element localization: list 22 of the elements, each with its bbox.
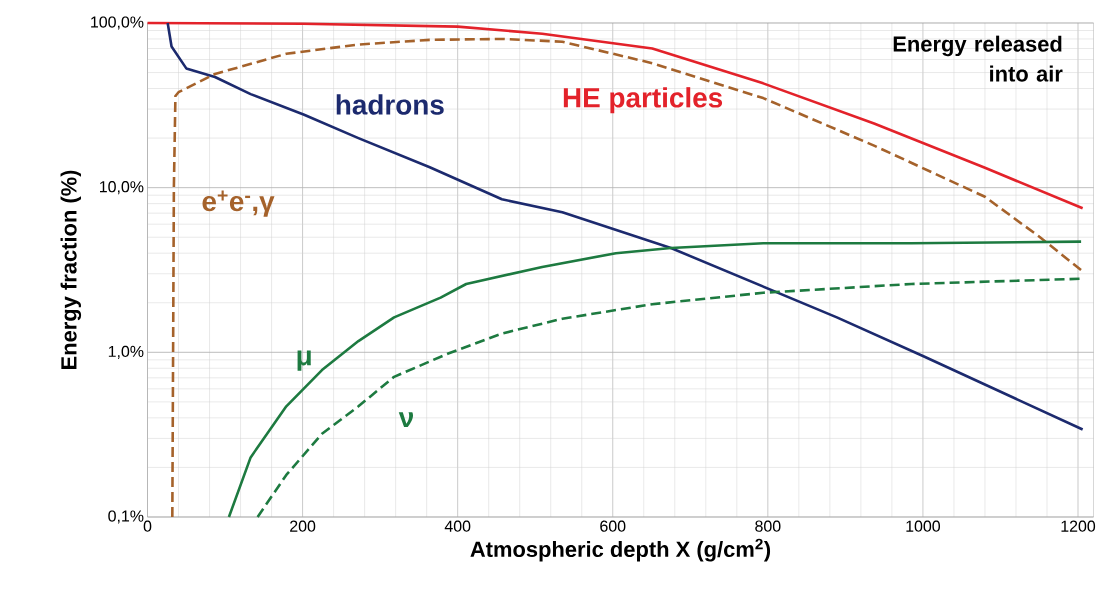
x-tick-label: 400 xyxy=(444,520,471,532)
line-series xyxy=(227,240,1083,519)
y-axis-title: Energy fraction (%) xyxy=(60,170,82,369)
x-tick-label: 200 xyxy=(290,520,316,532)
series-label: μ xyxy=(297,350,311,371)
line-series xyxy=(166,21,1084,431)
x-tick-label: 600 xyxy=(600,520,626,532)
y-tick-label: 1,0% xyxy=(108,345,144,359)
y-tick-label: 0,1% xyxy=(108,510,144,524)
y-tick-label: 100,0% xyxy=(91,16,144,30)
series-label: HE particles xyxy=(563,87,723,114)
line-series xyxy=(171,37,1084,519)
series-label: ν xyxy=(398,412,414,428)
x-tick-label: 800 xyxy=(755,520,781,532)
x-tick-label: 1000 xyxy=(906,520,941,532)
x-tick-label: 0 xyxy=(143,520,152,532)
y-tick-label: 10,0% xyxy=(100,181,144,195)
series-label: hadrons xyxy=(336,94,444,115)
series-label: e$^{+}$e$^{-}$,γ xyxy=(202,190,275,217)
annotation: Energy released into air xyxy=(893,35,1063,82)
x-tick-label: 1200 xyxy=(1061,520,1096,532)
x-axis-title: Atmospheric depth X (g/cm$^{2}$) xyxy=(470,538,771,562)
